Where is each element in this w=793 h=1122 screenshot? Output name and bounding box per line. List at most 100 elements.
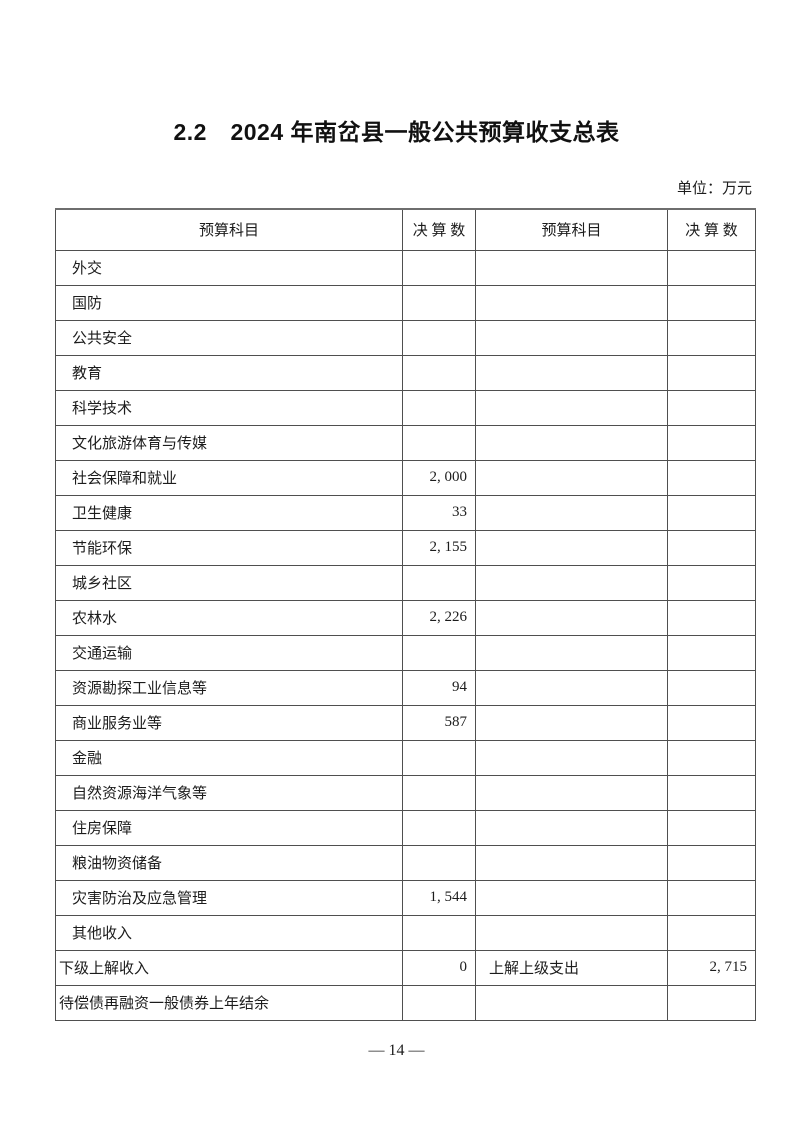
amount-cell-right [667,984,756,1021]
amount-cell-right [667,529,756,566]
table-row: 资源勘探工业信息等 94 [55,669,756,706]
table-row: 交通运输 [55,634,756,671]
subject-cell-right [475,844,668,881]
amount-cell-left [402,389,476,426]
subject-cell-left: 科学技术 [55,389,403,426]
subject-cell-left: 其他收入 [55,914,403,951]
subject-cell-right [475,354,668,391]
page-number: — 14 — [368,1042,425,1059]
amount-cell-left: 94 [402,669,476,706]
table-row: 科学技术 [55,389,756,426]
subject-cell-right [475,564,668,601]
subject-cell-right [475,739,668,776]
subject-cell-left: 外交 [55,249,403,286]
subject-cell-right [475,879,668,916]
amount-cell-left [402,634,476,671]
table-row: 灾害防治及应急管理 1, 544 [55,879,756,916]
subject-cell-right [475,459,668,496]
amount-cell-right [667,634,756,671]
amount-cell-right [667,739,756,776]
subject-cell-right [475,389,668,426]
header-subject-left: 预算科目 [55,208,403,251]
amount-cell-left: 2, 155 [402,529,476,566]
table-row: 教育 [55,354,756,391]
subject-cell-left: 粮油物资储备 [55,844,403,881]
header-row: 预算科目 决 算 数 预算科目 决 算 数 [55,208,756,251]
subject-cell-left: 商业服务业等 [55,704,403,741]
subject-cell-left: 资源勘探工业信息等 [55,669,403,706]
amount-cell-left [402,774,476,811]
subject-cell-right [475,669,668,706]
amount-cell-right [667,354,756,391]
amount-cell-right [667,914,756,951]
amount-cell-left: 33 [402,494,476,531]
amount-cell-left: 0 [402,949,476,986]
subject-cell-left: 交通运输 [55,634,403,671]
subject-cell-right [475,424,668,461]
amount-cell-right [667,704,756,741]
page-title: 2.2 2024 年南岔县一般公共预算收支总表 [173,119,620,145]
table-row: 金融 [55,739,756,776]
amount-cell-right [667,389,756,426]
amount-cell-left [402,284,476,321]
amount-cell-right [667,599,756,636]
header-amount-left: 决 算 数 [402,208,476,251]
amount-cell-left: 587 [402,704,476,741]
table-row: 卫生健康 33 [55,494,756,531]
header-subject-right: 预算科目 [475,208,668,251]
amount-cell-right [667,844,756,881]
subject-cell-right: 上解上级支出 [475,949,668,986]
table-row: 下级上解收入 0 上解上级支出 2, 715 [55,949,756,986]
subject-cell-right [475,704,668,741]
amount-cell-left [402,424,476,461]
subject-cell-right [475,529,668,566]
table-row: 粮油物资储备 [55,844,756,881]
subject-cell-left: 城乡社区 [55,564,403,601]
subject-cell-right [475,774,668,811]
amount-cell-left [402,984,476,1021]
budget-table: 预算科目 决 算 数 预算科目 决 算 数 外交 国防 公共安全 教育 科学技术 文化旅游… [55,208,756,1021]
subject-cell-right [475,914,668,951]
table-row: 住房保障 [55,809,756,846]
subject-cell-right [475,809,668,846]
subject-cell-left: 待偿债再融资一般债券上年结余 [55,984,403,1021]
subject-cell-left: 教育 [55,354,403,391]
table-row: 城乡社区 [55,564,756,601]
amount-cell-left [402,914,476,951]
amount-cell-right [667,284,756,321]
amount-cell-right: 2, 715 [667,949,756,986]
table-row: 公共安全 [55,319,756,356]
subject-cell-left: 下级上解收入 [55,949,403,986]
subject-cell-left: 农林水 [55,599,403,636]
amount-cell-left [402,249,476,286]
table-row: 文化旅游体育与传媒 [55,424,756,461]
amount-cell-left [402,844,476,881]
amount-cell-right [667,879,756,916]
amount-cell-left [402,354,476,391]
amount-cell-right [667,424,756,461]
subject-cell-right [475,249,668,286]
subject-cell-right [475,599,668,636]
amount-cell-right [667,494,756,531]
subject-cell-left: 住房保障 [55,809,403,846]
subject-cell-left: 金融 [55,739,403,776]
subject-cell-right [475,634,668,671]
table-row: 外交 [55,249,756,286]
table-row: 商业服务业等 587 [55,704,756,741]
subject-cell-right [475,319,668,356]
amount-cell-right [667,564,756,601]
subject-cell-left: 卫生健康 [55,494,403,531]
amount-cell-right [667,319,756,356]
subject-cell-left: 自然资源海洋气象等 [55,774,403,811]
subject-cell-left: 节能环保 [55,529,403,566]
subject-cell-left: 社会保障和就业 [55,459,403,496]
amount-cell-left [402,739,476,776]
header-amount-right: 决 算 数 [667,208,756,251]
table-row: 农林水 2, 226 [55,599,756,636]
unit-label: 单位：万元 [676,181,752,197]
amount-cell-right [667,809,756,846]
subject-cell-left: 灾害防治及应急管理 [55,879,403,916]
amount-cell-right [667,249,756,286]
